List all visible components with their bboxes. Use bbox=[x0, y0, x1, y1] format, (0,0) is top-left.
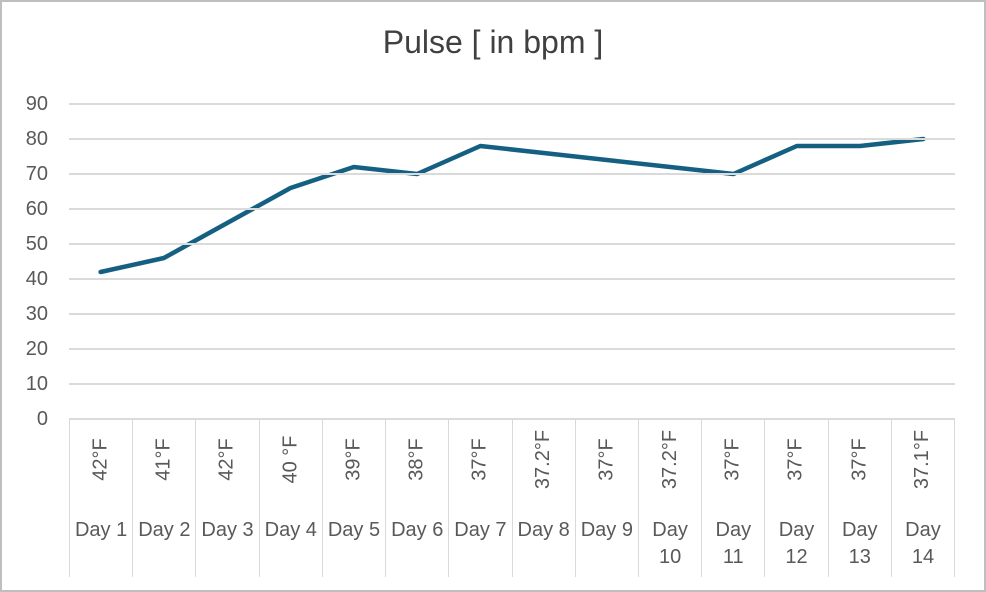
day-label: Day 5 bbox=[327, 519, 381, 541]
gridline bbox=[69, 173, 955, 175]
x-axis-category-column: 37°F Day 9 bbox=[574, 419, 638, 577]
gridline bbox=[69, 278, 955, 280]
x-axis: 42°F Day 1 41°F Day 2 42°F Day 3 40 °F Day 4 39°… bbox=[69, 419, 956, 577]
x-axis-category-column: 38°F Day 6 bbox=[385, 419, 448, 577]
day-label: Day 4 bbox=[264, 519, 317, 541]
temperature-label: 37°F bbox=[848, 437, 871, 481]
x-axis-category-column: 37.1°F Day 14 bbox=[890, 419, 956, 577]
temperature-label: 40 °F bbox=[279, 434, 302, 484]
temperature-label-wrapper: 40 °F bbox=[260, 419, 322, 499]
x-axis-category-column: 42°F Day 1 bbox=[69, 419, 132, 577]
temperature-label: 37°F bbox=[785, 437, 808, 481]
x-axis-category-column: 37°F Day 12 bbox=[764, 419, 827, 577]
temperature-label-wrapper: 37.1°F bbox=[892, 419, 954, 499]
day-label: Day 14 bbox=[905, 519, 941, 568]
day-label: Day 9 bbox=[580, 519, 633, 541]
y-axis-tick-label: 0 bbox=[36, 408, 48, 430]
day-label: Day 1 bbox=[74, 519, 128, 541]
plot-area bbox=[69, 103, 955, 420]
temperature-label-wrapper: 37.2°F bbox=[639, 419, 701, 499]
x-axis-category-column: 40 °F Day 4 bbox=[258, 419, 322, 577]
y-axis-tick-label: 40 bbox=[25, 268, 48, 290]
temperature-label: 42°F bbox=[89, 437, 112, 481]
y-axis-tick-label: 80 bbox=[25, 128, 48, 150]
temperature-label: 37°F bbox=[468, 437, 491, 481]
x-axis-category-column: 37°F Day 13 bbox=[827, 419, 891, 577]
x-axis-category-column: 37.2°F Day 10 bbox=[637, 419, 701, 577]
temperature-label: 37°F bbox=[721, 437, 744, 481]
x-axis-category-column: 41°F Day 2 bbox=[132, 419, 195, 577]
temperature-label-wrapper: 37°F bbox=[449, 419, 511, 499]
temperature-label-wrapper: 37°F bbox=[702, 419, 764, 499]
day-label: Day 12 bbox=[778, 519, 815, 568]
day-label: Day 13 bbox=[841, 519, 878, 568]
x-axis-category-column: 37°F Day 7 bbox=[448, 419, 511, 577]
day-label: Day 3 bbox=[201, 519, 254, 541]
gridline bbox=[69, 138, 955, 140]
y-axis-tick-label: 20 bbox=[25, 338, 48, 360]
y-axis-tick-label: 90 bbox=[25, 93, 48, 115]
gridline bbox=[69, 313, 955, 315]
x-axis-category-column: 42°F Day 3 bbox=[195, 419, 258, 577]
gridline bbox=[69, 243, 955, 245]
temperature-label-wrapper: 38°F bbox=[386, 419, 448, 499]
temperature-label: 38°F bbox=[405, 437, 428, 481]
temperature-label-wrapper: 41°F bbox=[133, 419, 195, 499]
day-label: Day 8 bbox=[517, 519, 570, 541]
temperature-label-wrapper: 37°F bbox=[829, 419, 891, 499]
day-label: Day 6 bbox=[391, 519, 444, 541]
day-label: Day 11 bbox=[715, 519, 752, 568]
temperature-label-wrapper: 42°F bbox=[70, 419, 132, 499]
day-label: Day 10 bbox=[652, 519, 688, 568]
temperature-label-wrapper: 39°F bbox=[323, 419, 385, 499]
temperature-label-wrapper: 37.2°F bbox=[513, 419, 575, 499]
temperature-label: 37.1°F bbox=[911, 429, 934, 489]
y-axis-tick-label: 10 bbox=[25, 373, 48, 395]
x-axis-category-column: 37°F Day 11 bbox=[701, 419, 764, 577]
day-label: Day 2 bbox=[138, 519, 191, 541]
day-label: Day 7 bbox=[454, 519, 507, 541]
temperature-label-wrapper: 37°F bbox=[765, 419, 827, 499]
x-axis-category-column: 39°F Day 5 bbox=[321, 419, 385, 577]
y-axis-tick-label: 30 bbox=[25, 303, 48, 325]
chart-title: Pulse [ in bpm ] bbox=[382, 24, 604, 60]
y-axis-tick-label: 60 bbox=[25, 198, 48, 220]
temperature-label: 39°F bbox=[342, 437, 365, 481]
temperature-label: 37.2°F bbox=[532, 429, 555, 489]
temperature-label: 41°F bbox=[152, 437, 175, 481]
y-axis-tick-label: 50 bbox=[25, 233, 48, 255]
pulse-series-line bbox=[98, 136, 926, 275]
temperature-label-wrapper: 42°F bbox=[196, 419, 258, 499]
gridline bbox=[69, 383, 955, 385]
y-axis-tick-label: 70 bbox=[25, 163, 48, 185]
temperature-label-wrapper: 37°F bbox=[576, 419, 638, 499]
gridline bbox=[69, 103, 955, 105]
gridline bbox=[69, 208, 955, 210]
gridline bbox=[69, 348, 955, 350]
temperature-label: 37°F bbox=[595, 437, 618, 481]
temperature-label: 37.2°F bbox=[658, 429, 681, 489]
pulse-line-chart bbox=[98, 136, 926, 275]
temperature-label: 42°F bbox=[216, 437, 239, 481]
x-axis-category-column: 37.2°F Day 8 bbox=[511, 419, 575, 577]
